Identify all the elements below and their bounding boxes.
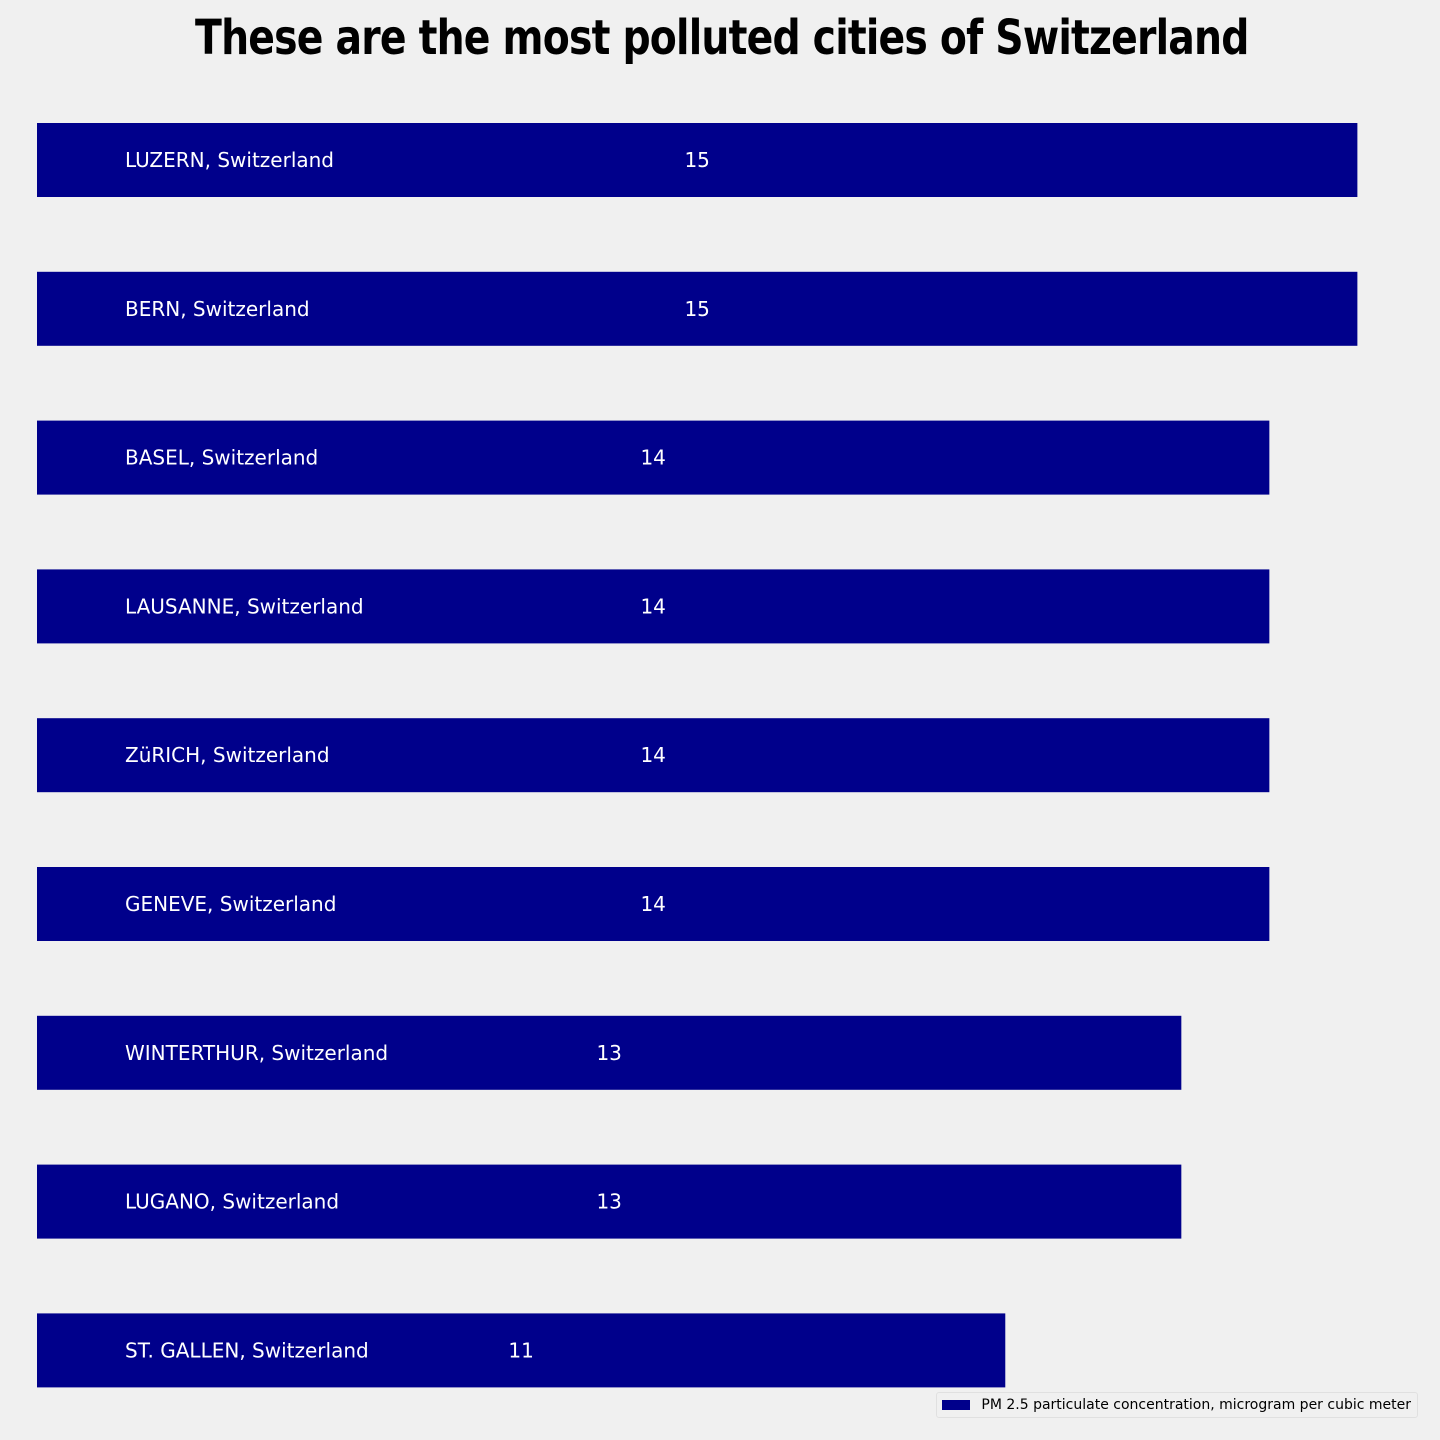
bar-luzern xyxy=(37,123,1358,197)
legend-swatch xyxy=(942,1400,971,1410)
value-label-geneve: 14 xyxy=(640,892,665,916)
bar-label-winterthur: WINTERTHUR, Switzerland xyxy=(125,1041,388,1065)
bar-label-lausanne: LAUSANNE, Switzerland xyxy=(125,594,364,618)
bar-label-st-gallen: ST. GALLEN, Switzerland xyxy=(125,1338,369,1362)
bar-winterthur xyxy=(37,1015,1182,1090)
bar-label-z-rich: ZüRICH, Switzerland xyxy=(125,743,330,767)
value-label-bern: 15 xyxy=(684,297,709,321)
bar-st-gallen xyxy=(37,1313,1006,1388)
bar-bern xyxy=(37,271,1358,346)
bar-label-lugano: LUGANO, Switzerland xyxy=(125,1190,339,1214)
legend-label: PM 2.5 particulate concentration, microg… xyxy=(981,1397,1411,1413)
value-label-lugano: 13 xyxy=(596,1190,621,1214)
value-label-z-rich: 14 xyxy=(640,743,665,767)
bar-lausanne xyxy=(37,569,1270,644)
value-label-lausanne: 14 xyxy=(640,594,665,618)
bar-lugano xyxy=(37,1164,1182,1239)
legend: PM 2.5 particulate concentration, microg… xyxy=(936,1392,1418,1418)
value-label-winterthur: 13 xyxy=(596,1041,621,1065)
bar-label-luzern: LUZERN, Switzerland xyxy=(125,148,334,172)
bar-label-basel: BASEL, Switzerland xyxy=(125,446,318,470)
value-label-st-gallen: 11 xyxy=(508,1338,533,1362)
value-label-basel: 14 xyxy=(640,446,665,470)
bar-label-bern: BERN, Switzerland xyxy=(125,297,310,321)
bar-geneve xyxy=(37,867,1270,941)
bar-label-geneve: GENEVE, Switzerland xyxy=(125,892,336,916)
bar-basel xyxy=(37,420,1270,495)
bar-z-rich xyxy=(37,718,1270,793)
chart-title: These are the most polluted cities of Sw… xyxy=(195,10,1249,66)
value-label-luzern: 15 xyxy=(684,148,709,172)
